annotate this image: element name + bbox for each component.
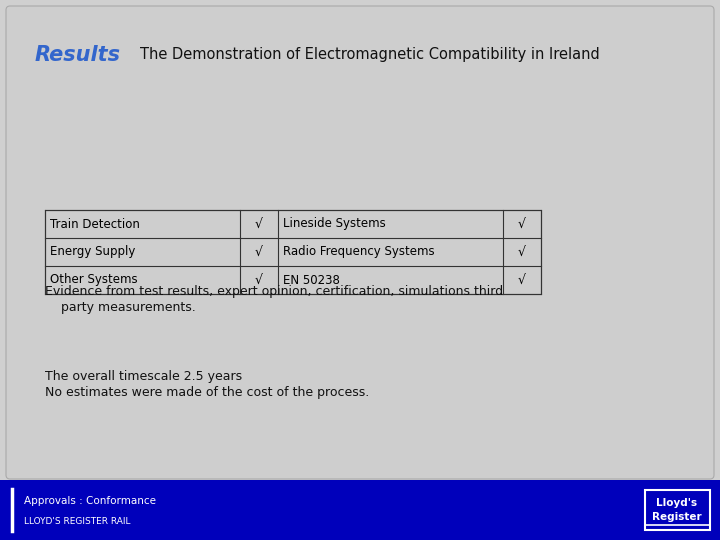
Text: Evidence from test results, expert opinion, certification, simulations third: Evidence from test results, expert opini…	[45, 285, 503, 298]
Text: Lloyd's: Lloyd's	[657, 498, 698, 508]
Text: Approvals : Conformance: Approvals : Conformance	[24, 496, 156, 506]
Text: Other Systems: Other Systems	[50, 273, 138, 287]
Bar	[45, 210, 541, 294]
Text: Register: Register	[652, 512, 702, 522]
Text: √: √	[518, 246, 526, 259]
Text: Radio Frequency Systems: Radio Frequency Systems	[283, 246, 435, 259]
Bar	[0, 480, 720, 540]
Text: LLOYD'S REGISTER RAIL: LLOYD'S REGISTER RAIL	[24, 517, 130, 526]
Text: The Demonstration of Electromagnetic Compatibility in Ireland: The Demonstration of Electromagnetic Com…	[140, 48, 600, 63]
Text: √: √	[518, 218, 526, 231]
Text: party measurements.: party measurements.	[45, 301, 196, 314]
Text: √: √	[255, 273, 263, 287]
Text: √: √	[518, 273, 526, 287]
Text: The overall timescale 2.5 years: The overall timescale 2.5 years	[45, 370, 242, 383]
Text: EN 50238: EN 50238	[283, 273, 340, 287]
Text: √: √	[255, 246, 263, 259]
Text: Results: Results	[35, 45, 121, 65]
Text: √: √	[255, 218, 263, 231]
Text: Lineside Systems: Lineside Systems	[283, 218, 386, 231]
Bar	[645, 490, 710, 530]
FancyBboxPatch shape	[6, 6, 714, 479]
Text: Train Detection: Train Detection	[50, 218, 140, 231]
Text: No estimates were made of the cost of the process.: No estimates were made of the cost of th…	[45, 386, 369, 399]
Text: Energy Supply: Energy Supply	[50, 246, 135, 259]
